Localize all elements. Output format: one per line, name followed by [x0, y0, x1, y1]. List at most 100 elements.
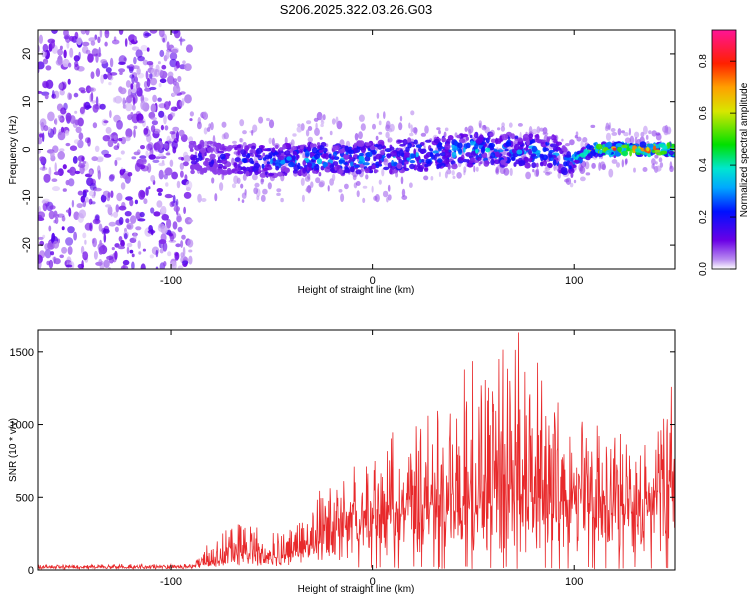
heatmap-cell — [473, 133, 477, 138]
heatmap-cell — [95, 53, 99, 63]
heatmap-cell — [168, 233, 173, 237]
heatmap-cell — [432, 150, 439, 154]
heatmap-cell — [163, 261, 167, 267]
heatmap-cell — [82, 41, 90, 47]
heatmap-cell — [355, 169, 362, 175]
heatmap-cell — [645, 134, 649, 140]
heatmap-cell — [466, 159, 470, 164]
heatmap-cell — [116, 120, 123, 130]
heatmap-cell — [264, 154, 271, 160]
heatmap-cell — [322, 161, 329, 167]
heatmap-cell — [65, 209, 71, 213]
heatmap-cell — [188, 142, 194, 150]
heatmap-cell — [470, 157, 476, 162]
heatmap-cell — [256, 154, 262, 158]
heatmap-cell — [525, 145, 529, 149]
heatmap-cell — [648, 130, 652, 135]
heatmap-cell — [82, 251, 89, 261]
x-tick-label: 0 — [370, 275, 376, 287]
heatmap-y-axis-title: Frequency (Hz) — [8, 116, 19, 185]
y-tick-label: -10 — [21, 189, 33, 205]
heatmap-cell — [509, 168, 513, 176]
heatmap-cell — [423, 175, 429, 181]
heatmap-cell — [171, 48, 179, 54]
heatmap-cell — [331, 173, 336, 182]
heatmap-cell — [314, 127, 320, 136]
heatmap-cell — [271, 147, 276, 153]
heatmap-cell — [307, 162, 313, 168]
heatmap-cell — [48, 210, 55, 220]
heatmap-cell — [617, 146, 622, 152]
heatmap-cell — [150, 117, 157, 121]
heatmap-cell — [165, 152, 171, 156]
heatmap-cell — [250, 145, 256, 150]
heatmap-cell — [93, 187, 102, 192]
heatmap-cell — [344, 145, 349, 152]
heatmap-cell — [165, 182, 169, 187]
heatmap-cell — [313, 117, 319, 122]
heatmap-cell — [97, 52, 102, 57]
heatmap-cell — [329, 164, 335, 169]
heatmap-cell — [167, 251, 172, 257]
heatmap-cell — [39, 133, 43, 138]
heatmap-cell — [433, 154, 437, 161]
heatmap-cell — [97, 36, 101, 44]
heatmap-cell — [128, 66, 134, 74]
heatmap-cell — [190, 169, 195, 175]
heatmap-cell — [60, 126, 65, 133]
heatmap-cell — [57, 115, 63, 121]
heatmap-cell — [516, 149, 523, 155]
heatmap-cell — [231, 168, 235, 173]
heatmap-cell — [68, 93, 73, 100]
heatmap-cell — [48, 259, 54, 269]
heatmap-cell — [597, 153, 604, 158]
heatmap-cell — [320, 153, 327, 158]
heatmap-cell — [252, 124, 258, 133]
heatmap-cell — [378, 120, 382, 126]
heatmap-cell — [109, 173, 115, 180]
snr-series-line — [38, 332, 675, 570]
heatmap-cell — [160, 205, 167, 214]
heatmap-cell — [531, 162, 537, 169]
heatmap-cell — [623, 132, 629, 137]
heatmap-cell — [528, 157, 533, 163]
heatmap-cell — [166, 41, 170, 50]
heatmap-cell — [113, 135, 118, 141]
heatmap-cell — [669, 161, 673, 170]
heatmap-cell — [297, 123, 301, 127]
heatmap-cell — [646, 146, 650, 152]
heatmap-cell — [107, 192, 111, 198]
heatmap-cell — [668, 150, 675, 156]
heatmap-cell — [168, 100, 171, 107]
heatmap-cell — [174, 65, 178, 72]
y-tick-label: -20 — [21, 237, 33, 253]
heatmap-cell — [158, 153, 164, 158]
heatmap-cell — [92, 122, 98, 129]
heatmap-cell — [624, 137, 631, 144]
heatmap-cell — [126, 242, 133, 248]
heatmap-cell — [495, 151, 500, 158]
heatmap-cell — [451, 151, 457, 159]
heatmap-cell — [189, 118, 193, 122]
colorbar-tick-label: 0.4 — [698, 158, 709, 172]
snr-y-ticks: 0 500 1000 1500 — [10, 347, 675, 577]
y-tick-label: 20 — [21, 48, 33, 60]
heatmap-cell — [74, 63, 80, 71]
heatmap-cell — [651, 158, 656, 166]
y-tick-label: 1000 — [10, 420, 34, 432]
heatmap-cell — [302, 167, 307, 174]
heatmap-cell — [172, 194, 176, 204]
heatmap-cell — [553, 164, 556, 171]
heatmap-cell — [65, 264, 73, 268]
heatmap-cell — [156, 200, 163, 208]
heatmap-cell — [653, 145, 657, 151]
heatmap-cell — [383, 111, 386, 119]
heatmap-cell — [54, 117, 58, 126]
heatmap-cell — [219, 153, 226, 159]
heatmap-cell — [164, 125, 169, 131]
heatmap-cell — [375, 153, 383, 160]
heatmap-cell — [108, 174, 115, 182]
heatmap-cell — [41, 200, 47, 204]
heatmap-cell — [591, 162, 596, 169]
heatmap-cell — [374, 194, 380, 203]
